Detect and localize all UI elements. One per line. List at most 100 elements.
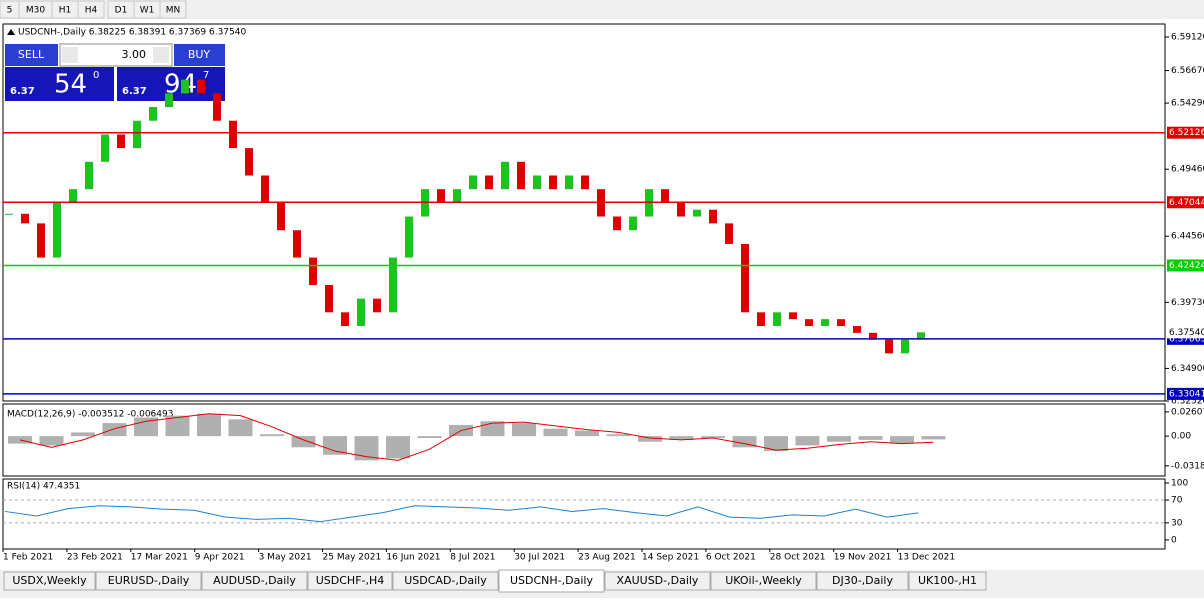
candle (293, 230, 301, 258)
timeframe-label: M30 (26, 6, 45, 16)
candle (869, 332, 877, 340)
level-label: 6.47044 (1169, 198, 1204, 208)
buy-label: BUY (188, 48, 211, 61)
timeframe-label: H1 (59, 6, 72, 16)
candle (117, 134, 125, 149)
tab[interactable] (392, 571, 499, 591)
sell-label: SELL (18, 48, 45, 61)
bid-frac: 0 (93, 70, 99, 81)
y-tick-label: -0.03187 (1171, 461, 1204, 471)
candle (565, 175, 573, 190)
timeframe-label: D1 (115, 6, 128, 16)
tab[interactable] (816, 571, 909, 591)
macd-bar (543, 428, 568, 437)
candle (229, 120, 237, 149)
x-tick-label: 30 Jul 2021 (514, 553, 565, 563)
candle (533, 175, 541, 190)
macd-bar (39, 436, 64, 446)
sell-button[interactable] (5, 44, 58, 66)
lot-up[interactable] (153, 47, 169, 63)
ask-big: 6.37 (122, 86, 147, 97)
tab[interactable] (95, 571, 202, 591)
y-tick-label: 6.54290 (1171, 99, 1204, 109)
y-tick-label: 6.59120 (1171, 33, 1204, 43)
candle (805, 319, 813, 327)
candle (581, 175, 589, 190)
macd-bar (921, 436, 946, 440)
bid-box[interactable] (5, 67, 114, 101)
candle (165, 93, 173, 108)
x-tick-label: 17 Mar 2021 (131, 553, 188, 563)
level-label-box (1167, 387, 1204, 400)
current-price-box (1167, 326, 1204, 339)
lot-down[interactable] (62, 47, 78, 63)
macd-bar (417, 436, 442, 438)
bid-pips: 54 (54, 70, 87, 100)
tab[interactable] (710, 571, 817, 591)
tab[interactable] (201, 571, 308, 591)
macd-bar (197, 413, 221, 437)
y-tick-label: 30 (1171, 518, 1183, 528)
tab-label: USDCAD-,Daily (404, 574, 487, 587)
level-label-box (1167, 126, 1204, 139)
macd-bar (323, 436, 347, 455)
bid-big: 6.37 (10, 86, 35, 97)
macd-bar (71, 432, 95, 437)
y-tick-label: 0.00 (1171, 432, 1191, 442)
candle (917, 332, 925, 340)
macd-bar (228, 419, 253, 437)
macd-bar (386, 436, 410, 459)
tab[interactable] (498, 569, 605, 593)
signal-line (19, 413, 934, 461)
buy-button[interactable] (174, 44, 225, 66)
candle (821, 319, 829, 327)
candle (373, 298, 381, 313)
y-tick-label: 0 (1171, 535, 1177, 545)
x-tick-label: 23 Feb 2021 (67, 553, 123, 563)
timeframe-label: 5 (7, 6, 13, 16)
macd-bar (858, 436, 883, 440)
lot-input[interactable] (59, 43, 173, 67)
y-tick-label: 6.32520 (1171, 397, 1204, 407)
candle (213, 93, 221, 121)
tab-label: DJ30-,Daily (832, 574, 894, 587)
candle (5, 213, 13, 215)
tab[interactable] (908, 571, 987, 591)
x-tick-label: 13 Dec 2021 (898, 553, 956, 563)
rsi-label: RSI(14) 47.4351 (7, 482, 80, 492)
tab-label: UK100-,H1 (918, 574, 977, 587)
tab-label: USDCNH-,Daily (510, 574, 593, 587)
candle (517, 161, 525, 190)
x-tick-label: 6 Oct 2021 (706, 553, 756, 563)
level-label: 6.42424 (1169, 261, 1204, 271)
timeframe-button[interactable] (159, 0, 187, 19)
macd-bar (512, 423, 536, 437)
timeframe-button[interactable] (77, 0, 105, 19)
candle (613, 216, 621, 231)
candle (661, 189, 669, 203)
macd-bar (701, 436, 725, 438)
trade-panel: SELL 3.00 BUY 6.37 54 0 6.37 94 7 (5, 43, 225, 101)
rsi-pane (2, 478, 1166, 550)
tab[interactable] (307, 571, 393, 591)
candle (501, 161, 509, 190)
candle (741, 243, 749, 313)
candle (853, 326, 861, 333)
candle (789, 312, 797, 320)
x-tick-label: 8 Jul 2021 (450, 553, 495, 563)
current-price-label: 6.37540 (1169, 328, 1204, 338)
candle (677, 202, 685, 217)
macd-bar (165, 415, 190, 437)
x-tick-label: 14 Sep 2021 (642, 553, 699, 563)
candle (757, 312, 765, 327)
tab-label: UKOil-,Weekly (725, 574, 802, 587)
tab[interactable] (604, 571, 711, 591)
candle (837, 319, 845, 327)
candle (101, 134, 109, 162)
x-tick-label: 3 May 2021 (259, 553, 312, 563)
tab[interactable] (3, 571, 96, 591)
candle (181, 79, 189, 94)
macd-bar (575, 430, 599, 437)
candle (309, 257, 317, 285)
